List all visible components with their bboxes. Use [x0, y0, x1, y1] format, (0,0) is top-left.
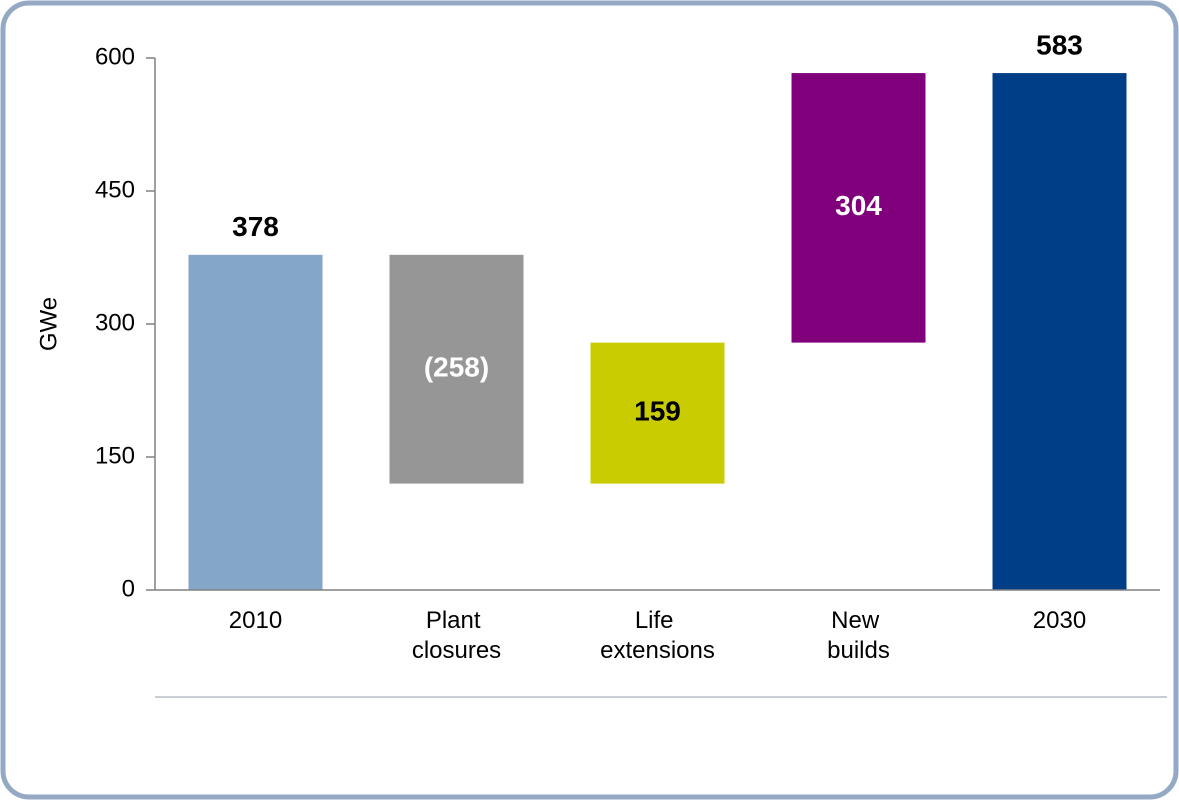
bar — [389, 254, 524, 484]
y-tick-label: 0 — [122, 575, 135, 602]
y-tick-label: 300 — [95, 309, 135, 336]
y-axis-label: GWe — [35, 297, 62, 351]
x-tick-label: Plant closures — [412, 607, 501, 664]
data-label: (258) — [424, 352, 489, 383]
data-label: 583 — [1036, 29, 1083, 60]
x-tick-label: New builds — [827, 607, 890, 664]
y-tick-label: 450 — [95, 176, 135, 203]
bar — [791, 73, 926, 343]
x-tick-label: Life extensions — [600, 607, 715, 664]
data-label: 159 — [634, 396, 681, 427]
y-tick-label: 600 — [95, 43, 135, 70]
bar — [188, 254, 323, 590]
bar — [992, 73, 1127, 590]
x-tick-label: 2030 — [1033, 607, 1086, 634]
bar — [590, 342, 725, 484]
data-label: 378 — [232, 211, 279, 242]
y-tick-label: 150 — [95, 442, 135, 469]
x-tick-label: 2010 — [229, 607, 282, 634]
data-label: 304 — [835, 190, 882, 221]
